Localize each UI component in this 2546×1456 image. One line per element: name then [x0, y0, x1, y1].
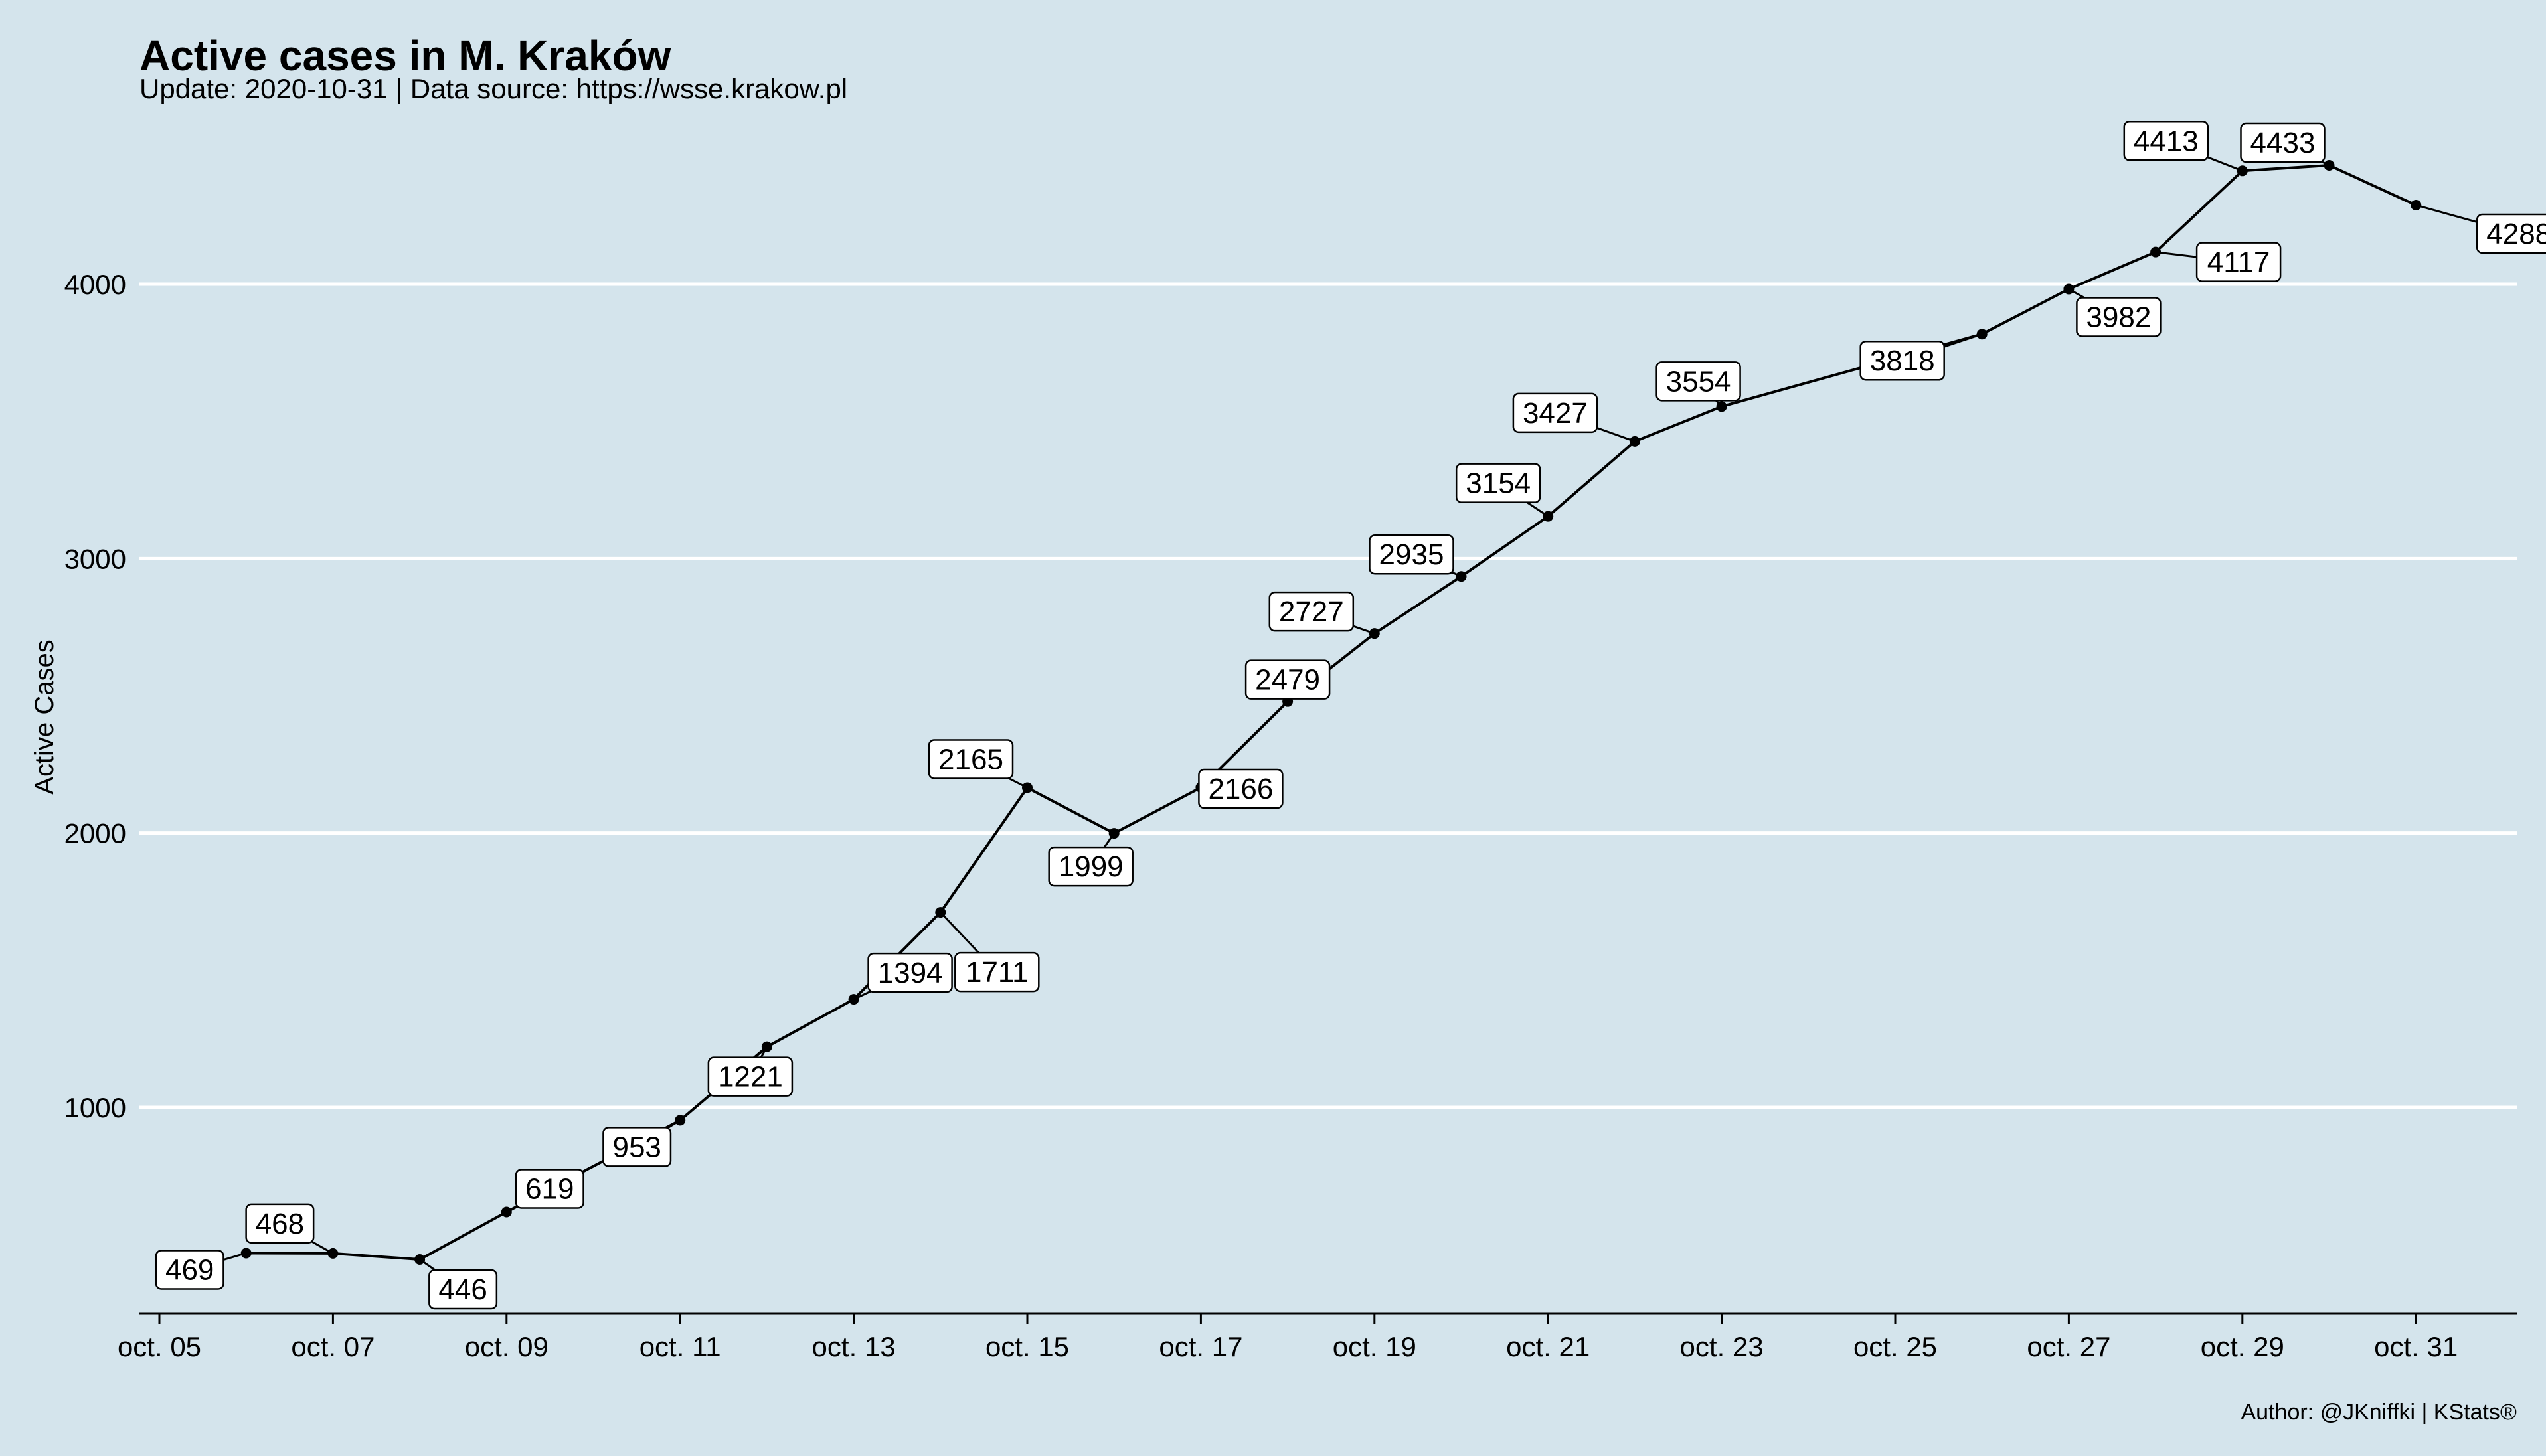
chart-title: Active cases in M. Kraków	[139, 32, 671, 80]
y-tick-label: 3000	[64, 543, 126, 574]
data-label-box	[1369, 534, 1454, 575]
data-label-box	[707, 1056, 794, 1097]
data-label: 1394	[878, 957, 943, 989]
x-tick-label: oct. 09	[465, 1331, 549, 1362]
y-tick-label: 4000	[64, 269, 126, 300]
x-tick-label: oct. 17	[1159, 1331, 1242, 1362]
chart-caption: Author: @JKniffki | KStats®	[2241, 1400, 2517, 1425]
x-axis: oct. 05 oct. 07 oct. 09 oct. 11 oct. 13 oct. …	[118, 1312, 2517, 1362]
x-tick-label: oct. 19	[1333, 1331, 1416, 1362]
data-label: 2166	[1208, 773, 1273, 805]
data-label: 619	[525, 1173, 574, 1205]
data-label: 4288	[2486, 218, 2546, 250]
data-label-box	[2240, 122, 2326, 163]
data-label: 446	[438, 1273, 487, 1306]
x-tick-label: oct. 27	[2027, 1331, 2110, 1362]
y-tick-label: 2000	[64, 818, 126, 849]
data-label-box	[2076, 297, 2162, 337]
data-label: 1221	[718, 1061, 783, 1093]
data-label-box	[602, 1127, 672, 1167]
grid-lines	[139, 282, 2517, 1109]
data-label: 3818	[1870, 345, 1935, 377]
x-tick-label: oct. 13	[812, 1331, 896, 1362]
data-label-box	[2476, 213, 2546, 254]
data-label-box	[2123, 121, 2209, 161]
data-label: 3982	[2086, 301, 2151, 333]
data-label-box	[1655, 361, 1741, 402]
data-label: 953	[612, 1131, 661, 1163]
data-label: 3427	[1523, 397, 1588, 430]
data-label: 1999	[1059, 850, 1124, 883]
data-label-box	[2195, 242, 2282, 282]
data-label: 4413	[2134, 125, 2199, 157]
data-label-box	[1512, 392, 1598, 434]
x-tick-label: oct. 07	[291, 1331, 375, 1362]
data-label-box	[1859, 340, 1945, 381]
data-label-box	[1198, 768, 1284, 809]
data-label: 1711	[966, 956, 1029, 989]
x-tick-label: oct. 11	[639, 1331, 721, 1362]
data-label: 4117	[2207, 246, 2270, 279]
data-label: 4433	[2250, 127, 2316, 159]
x-tick-label: oct. 23	[1680, 1331, 1764, 1362]
data-label: 2165	[938, 743, 1003, 775]
x-tick-label: oct. 15	[985, 1331, 1069, 1362]
data-label-box	[928, 739, 1014, 779]
x-tick-label: oct. 31	[2374, 1331, 2458, 1362]
x-tick-label: oct. 05	[118, 1331, 201, 1362]
y-axis-ticks: 1000 2000 3000 4000	[64, 269, 126, 1123]
x-tick-label: oct. 21	[1506, 1331, 1590, 1362]
chart-subtitle: Update: 2020-10-31 | Data source: https:…	[139, 73, 847, 104]
data-label-box	[515, 1169, 584, 1209]
data-label-box	[428, 1269, 498, 1310]
data-label-box	[1048, 846, 1134, 887]
data-label: 2479	[1255, 664, 1320, 696]
data-point	[2237, 165, 2248, 177]
data-label: 3154	[1466, 467, 1531, 500]
data-labels: 469 468 446 619 953 1221 1394 1711 2165 1999 2166 2…	[155, 121, 2546, 1310]
data-label-box	[1455, 463, 1541, 503]
data-label-box	[1244, 659, 1331, 700]
data-label: 468	[256, 1208, 304, 1240]
data-label: 3554	[1666, 365, 1731, 398]
y-axis-label: Active Cases	[30, 639, 59, 794]
x-tick-label: oct. 25	[1853, 1331, 1937, 1362]
data-label: 2727	[1279, 596, 1344, 628]
data-label-box	[867, 952, 953, 993]
data-label: 469	[165, 1254, 214, 1286]
y-tick-label: 1000	[64, 1092, 126, 1123]
data-label-box	[155, 1250, 224, 1290]
data-label: 2935	[1379, 538, 1444, 571]
x-tick-label: oct. 29	[2201, 1331, 2284, 1362]
data-label-box	[954, 951, 1040, 993]
data-label-box	[1268, 591, 1355, 632]
data-label-box	[245, 1203, 315, 1244]
